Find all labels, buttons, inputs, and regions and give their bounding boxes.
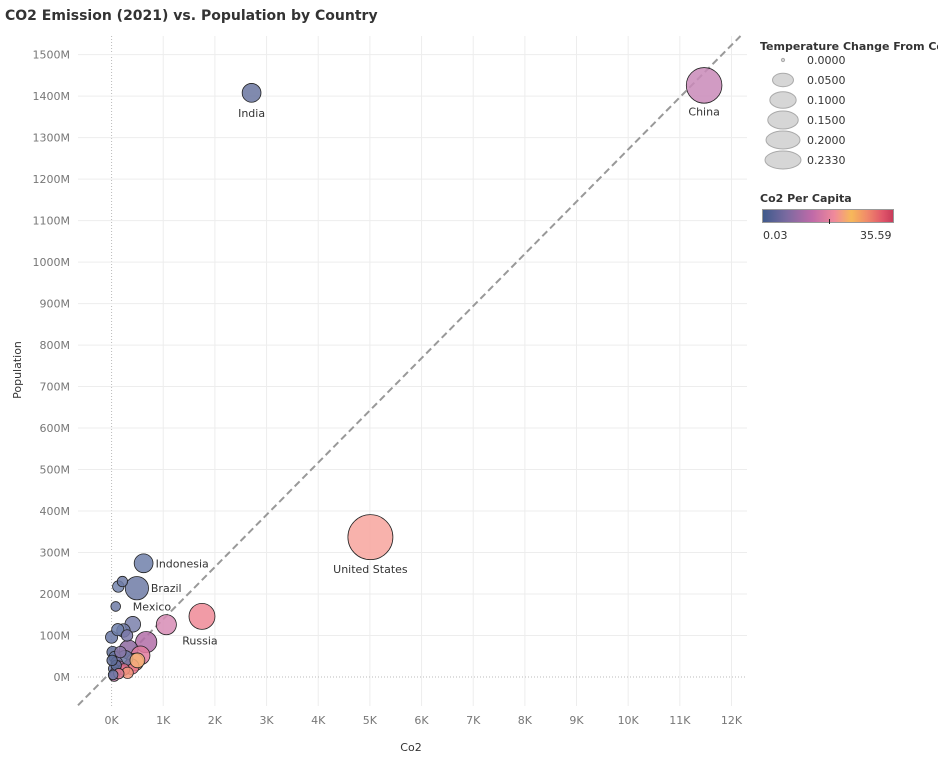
y-tick-label: 0M xyxy=(54,671,71,684)
x-tick-label: 4K xyxy=(311,714,326,727)
label-united-states: United States xyxy=(333,563,408,576)
y-tick-label: 600M xyxy=(40,422,71,435)
size-legend-label: 0.1000 xyxy=(807,94,846,107)
point-russia[interactable] xyxy=(188,603,216,630)
y-tick-label: 400M xyxy=(40,505,71,518)
grid-lines xyxy=(78,36,747,706)
y-tick-label: 200M xyxy=(40,588,71,601)
size-legend-title: Temperature Change From Co2 xyxy=(760,40,938,53)
x-tick-label: 8K xyxy=(518,714,533,727)
label-brazil: Brazil xyxy=(151,582,182,595)
data-point[interactable] xyxy=(129,652,146,669)
y-tick-label: 1200M xyxy=(33,173,71,186)
x-axis-title: Co2 xyxy=(400,741,421,754)
size-legend-swatch xyxy=(780,57,786,63)
x-tick-label: 10K xyxy=(618,714,640,727)
y-tick-label: 1100M xyxy=(33,215,71,228)
label-indonesia: Indonesia xyxy=(156,557,209,570)
data-point[interactable] xyxy=(120,629,134,642)
y-tick-label: 1000M xyxy=(33,256,71,269)
y-tick-label: 500M xyxy=(40,464,71,477)
data-point[interactable] xyxy=(116,575,129,588)
label-india: India xyxy=(238,107,265,120)
point-indonesia[interactable] xyxy=(133,553,154,574)
point-brazil[interactable] xyxy=(124,576,149,601)
x-tick-label: 2K xyxy=(208,714,223,727)
data-point[interactable] xyxy=(155,614,177,636)
size-legend-label: 0.1500 xyxy=(807,114,846,127)
x-tick-label: 6K xyxy=(414,714,429,727)
size-legend: 0.0000 0.0500 0.1000 0.1500 0.2000 0.2330 xyxy=(764,54,846,170)
size-legend-swatch xyxy=(765,130,801,150)
y-tick-label: 1400M xyxy=(33,90,71,103)
y-axis-title: Population xyxy=(11,341,24,399)
size-legend-swatch xyxy=(769,91,797,109)
size-legend-label: 0.2000 xyxy=(807,134,846,147)
color-legend-gradient xyxy=(762,209,894,223)
x-tick-label: 7K xyxy=(466,714,481,727)
x-tick-label: 3K xyxy=(259,714,274,727)
y-tick-label: 800M xyxy=(40,339,71,352)
x-tick-label: 1K xyxy=(156,714,171,727)
label-china: China xyxy=(688,105,719,118)
size-legend-label: 0.0500 xyxy=(807,74,846,87)
x-tick-label: 11K xyxy=(669,714,691,727)
scatter-plot: 0K 1K 2K 3K 4K 5K 6K 7K 8K 9K 10K 11K 12K 0M 100M 200M 3… xyxy=(11,35,747,754)
size-legend-label: 0.2330 xyxy=(807,154,846,167)
color-legend-min-label: 0.03 xyxy=(763,229,788,242)
chart-title: CO2 Emission (2021) vs. Population by Co… xyxy=(5,8,378,24)
data-point[interactable] xyxy=(106,654,118,666)
point-united-states[interactable] xyxy=(347,514,394,561)
color-legend-max-label: 35.59 xyxy=(860,229,892,242)
label-mexico: Mexico xyxy=(133,600,172,613)
point-india[interactable] xyxy=(241,83,262,103)
y-tick-label: 1500M xyxy=(33,49,71,62)
color-legend-tick xyxy=(829,219,830,224)
y-tick-label: 700M xyxy=(40,381,71,394)
data-point[interactable] xyxy=(110,601,121,612)
size-legend-swatch xyxy=(767,110,799,130)
x-tick-label: 9K xyxy=(569,714,584,727)
x-tick-label: 5K xyxy=(363,714,378,727)
data-points xyxy=(105,67,723,682)
reference-line xyxy=(77,35,742,706)
data-point[interactable] xyxy=(114,645,127,659)
axes: 0K 1K 2K 3K 4K 5K 6K 7K 8K 9K 10K 11K 12K 0M 100M 200M 3… xyxy=(33,49,743,727)
size-legend-swatch xyxy=(764,150,802,170)
data-point[interactable] xyxy=(107,669,119,681)
y-tick-label: 300M xyxy=(40,547,71,560)
reference-line-layer xyxy=(77,35,742,706)
x-tick-label: 12K xyxy=(721,714,743,727)
point-labels: China India United States Russia Indonesia Br… xyxy=(133,105,720,647)
color-legend-title: Co2 Per Capita xyxy=(760,192,852,205)
data-point[interactable] xyxy=(111,623,125,637)
y-tick-label: 1300M xyxy=(33,132,71,145)
point-china[interactable] xyxy=(685,67,723,104)
label-russia: Russia xyxy=(182,634,217,647)
y-tick-label: 900M xyxy=(40,298,71,311)
x-tick-label: 0K xyxy=(104,714,119,727)
size-legend-swatch xyxy=(772,72,794,88)
y-tick-label: 100M xyxy=(40,629,71,642)
size-legend-label: 0.0000 xyxy=(807,54,846,67)
